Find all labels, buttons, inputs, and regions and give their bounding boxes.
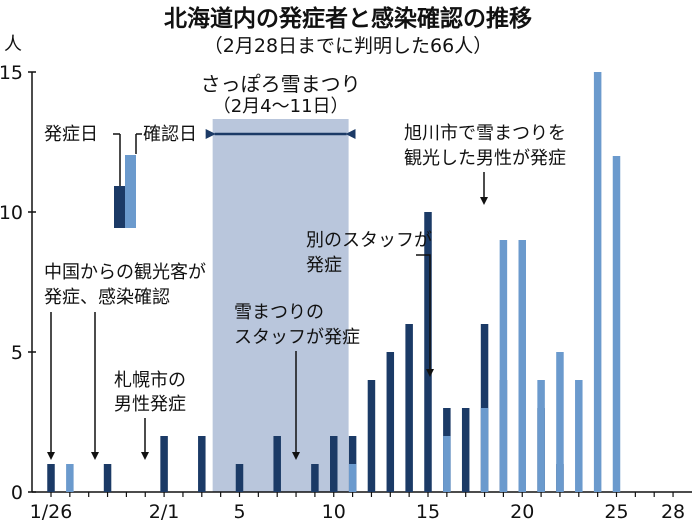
annotation-staff-line1: 雪まつりの — [234, 302, 324, 323]
bar — [198, 436, 206, 492]
bar — [612, 156, 621, 492]
bar — [47, 464, 55, 492]
annotation-arrow-other-staff — [416, 254, 434, 377]
annotation-asahikawa-line2: 観光した男性が発症 — [404, 148, 566, 169]
festival-period-band — [212, 119, 349, 492]
bar — [518, 240, 526, 492]
festival-label: さっぽろ雪まつり （2月4〜11日） — [201, 72, 361, 139]
bar — [367, 380, 376, 492]
bar — [443, 436, 451, 492]
x-tick-label: 5 — [233, 501, 245, 523]
x-tick-label: 28 — [661, 501, 685, 523]
x-tick-label: 15 — [416, 501, 440, 523]
y-tick-label: 10 — [0, 202, 23, 224]
bar — [66, 464, 74, 492]
annotation-other-staff-line1: 別のスタッフが — [306, 230, 432, 251]
x-tick-label: 1/26 — [30, 501, 73, 523]
bar — [103, 464, 112, 492]
bar — [424, 212, 432, 492]
legend-swatch-onset — [114, 186, 125, 228]
y-tick-label: 15 — [0, 62, 23, 84]
legend-label-onset: 発症日 — [44, 124, 98, 145]
bar — [593, 72, 602, 492]
festival-period: （2月4〜11日） — [213, 96, 349, 117]
bar — [499, 240, 508, 492]
x-tick-label: 10 — [322, 501, 346, 523]
annotation-chinese-tourist-line2: 発症、感染確認 — [44, 287, 170, 308]
annotation-asahikawa-line1: 旭川市で雪まつりを — [404, 123, 566, 144]
annotation-staff-line2: スタッフが発症 — [234, 327, 360, 348]
x-tick-label: 25 — [604, 501, 628, 523]
festival-title: さっぽろ雪まつり — [201, 72, 361, 96]
bar — [273, 436, 281, 492]
bar — [480, 408, 489, 492]
bar — [405, 324, 413, 492]
annotations: 中国からの観光客が 発症、感染確認 札幌市の 男性発症 雪まつりの スタッフが発… — [44, 123, 566, 460]
y-tick-label: 0 — [11, 482, 23, 504]
x-axis: 1/26 2/1 5 10 15 20 25 28 — [30, 491, 692, 523]
bar — [386, 352, 395, 492]
bar — [348, 464, 357, 492]
bar — [537, 380, 545, 492]
legend: 発症日 確認日 — [44, 124, 197, 228]
bar — [311, 464, 319, 492]
chart-subtitle: （2月28日までに判明した66人） — [204, 35, 492, 57]
bar — [556, 352, 564, 492]
bar — [235, 464, 244, 492]
legend-label-confirmed: 確認日 — [143, 124, 197, 145]
y-tick-label: 5 — [11, 342, 23, 364]
x-tick-label: 20 — [510, 501, 534, 523]
bar — [461, 408, 470, 492]
y-axis: 人 0 5 10 15 — [0, 34, 36, 504]
chart-title: 北海道内の発症者と感染確認の推移 — [164, 5, 532, 32]
y-axis-unit: 人 — [4, 34, 22, 55]
annotation-sapporo-line1: 札幌市の — [114, 370, 186, 391]
x-tick-label: 2/1 — [149, 501, 180, 523]
annotation-sapporo-line2: 男性発症 — [114, 394, 186, 415]
annotation-other-staff-line2: 発症 — [306, 255, 342, 276]
bar — [330, 436, 338, 492]
annotation-chinese-tourist-line1: 中国からの観光客が — [44, 262, 206, 283]
legend-swatch-confirmed — [125, 155, 136, 228]
bar — [160, 436, 168, 492]
bars — [47, 72, 621, 492]
bar — [575, 380, 583, 492]
